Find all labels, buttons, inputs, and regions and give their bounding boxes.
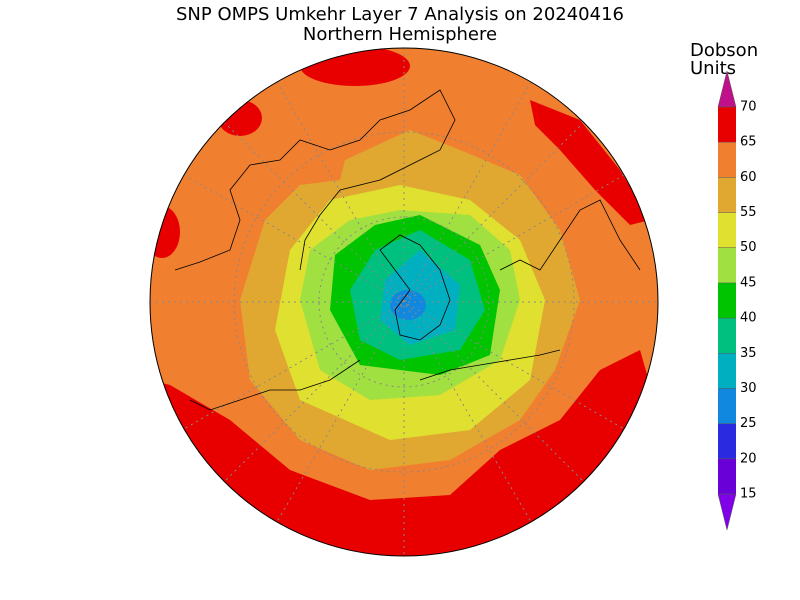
colorbar-tick-label: 15 (740, 487, 757, 502)
colorbar-tick-label: 35 (740, 346, 757, 361)
contour-fill (150, 350, 658, 556)
colorbar-tick-label: 65 (740, 135, 757, 150)
grid-line (318, 216, 490, 388)
title: SNP OMPS Umkehr Layer 7 Analysis on 2024… (176, 4, 624, 25)
colorbar-segment (718, 177, 736, 213)
colorbar-segment (718, 458, 736, 494)
coastline (379, 234, 451, 341)
contour-fill (218, 100, 262, 136)
colorbar-tick-label: 70 (740, 100, 757, 115)
colorbar-tick-label: 50 (740, 240, 757, 255)
colorbar-tick-label: 40 (740, 311, 757, 326)
contour-fill (390, 290, 426, 320)
grid-line (233, 131, 575, 473)
colorbar-segment (718, 107, 736, 143)
colorbar-segment (718, 318, 736, 354)
colorbar-segment (718, 212, 736, 248)
grid-line (150, 48, 658, 556)
colorbar-tick-label: 60 (740, 170, 757, 185)
subtitle: Northern Hemisphere (303, 24, 497, 45)
colorbar-segment (718, 423, 736, 459)
colorbar-tick-label: 30 (740, 381, 757, 396)
colorbar-segment (718, 282, 736, 319)
colorbar-segment (718, 353, 736, 389)
colorbar-segment (718, 247, 736, 283)
contour-fill (300, 48, 410, 86)
colorbar-tick-label: 55 (740, 205, 757, 220)
colorbar-tick-label: 45 (740, 275, 757, 290)
colorbar-tick-label: 25 (740, 416, 757, 431)
contour-fill (530, 100, 650, 225)
colorbar-segment (718, 142, 736, 178)
colorbar-segment (718, 388, 736, 424)
colorbar: 15 20 25 30 35 40 45 50 55 60 65 70 (717, 70, 757, 531)
colorbar-label: Units (690, 58, 736, 79)
colorbar-label: Dobson (690, 40, 758, 61)
map (150, 48, 658, 556)
colorbar-tick-label: 20 (740, 451, 757, 466)
colorbar-arrow (717, 493, 737, 531)
contour-fill (150, 206, 180, 258)
coastline (174, 89, 641, 411)
map-border (149, 47, 659, 557)
